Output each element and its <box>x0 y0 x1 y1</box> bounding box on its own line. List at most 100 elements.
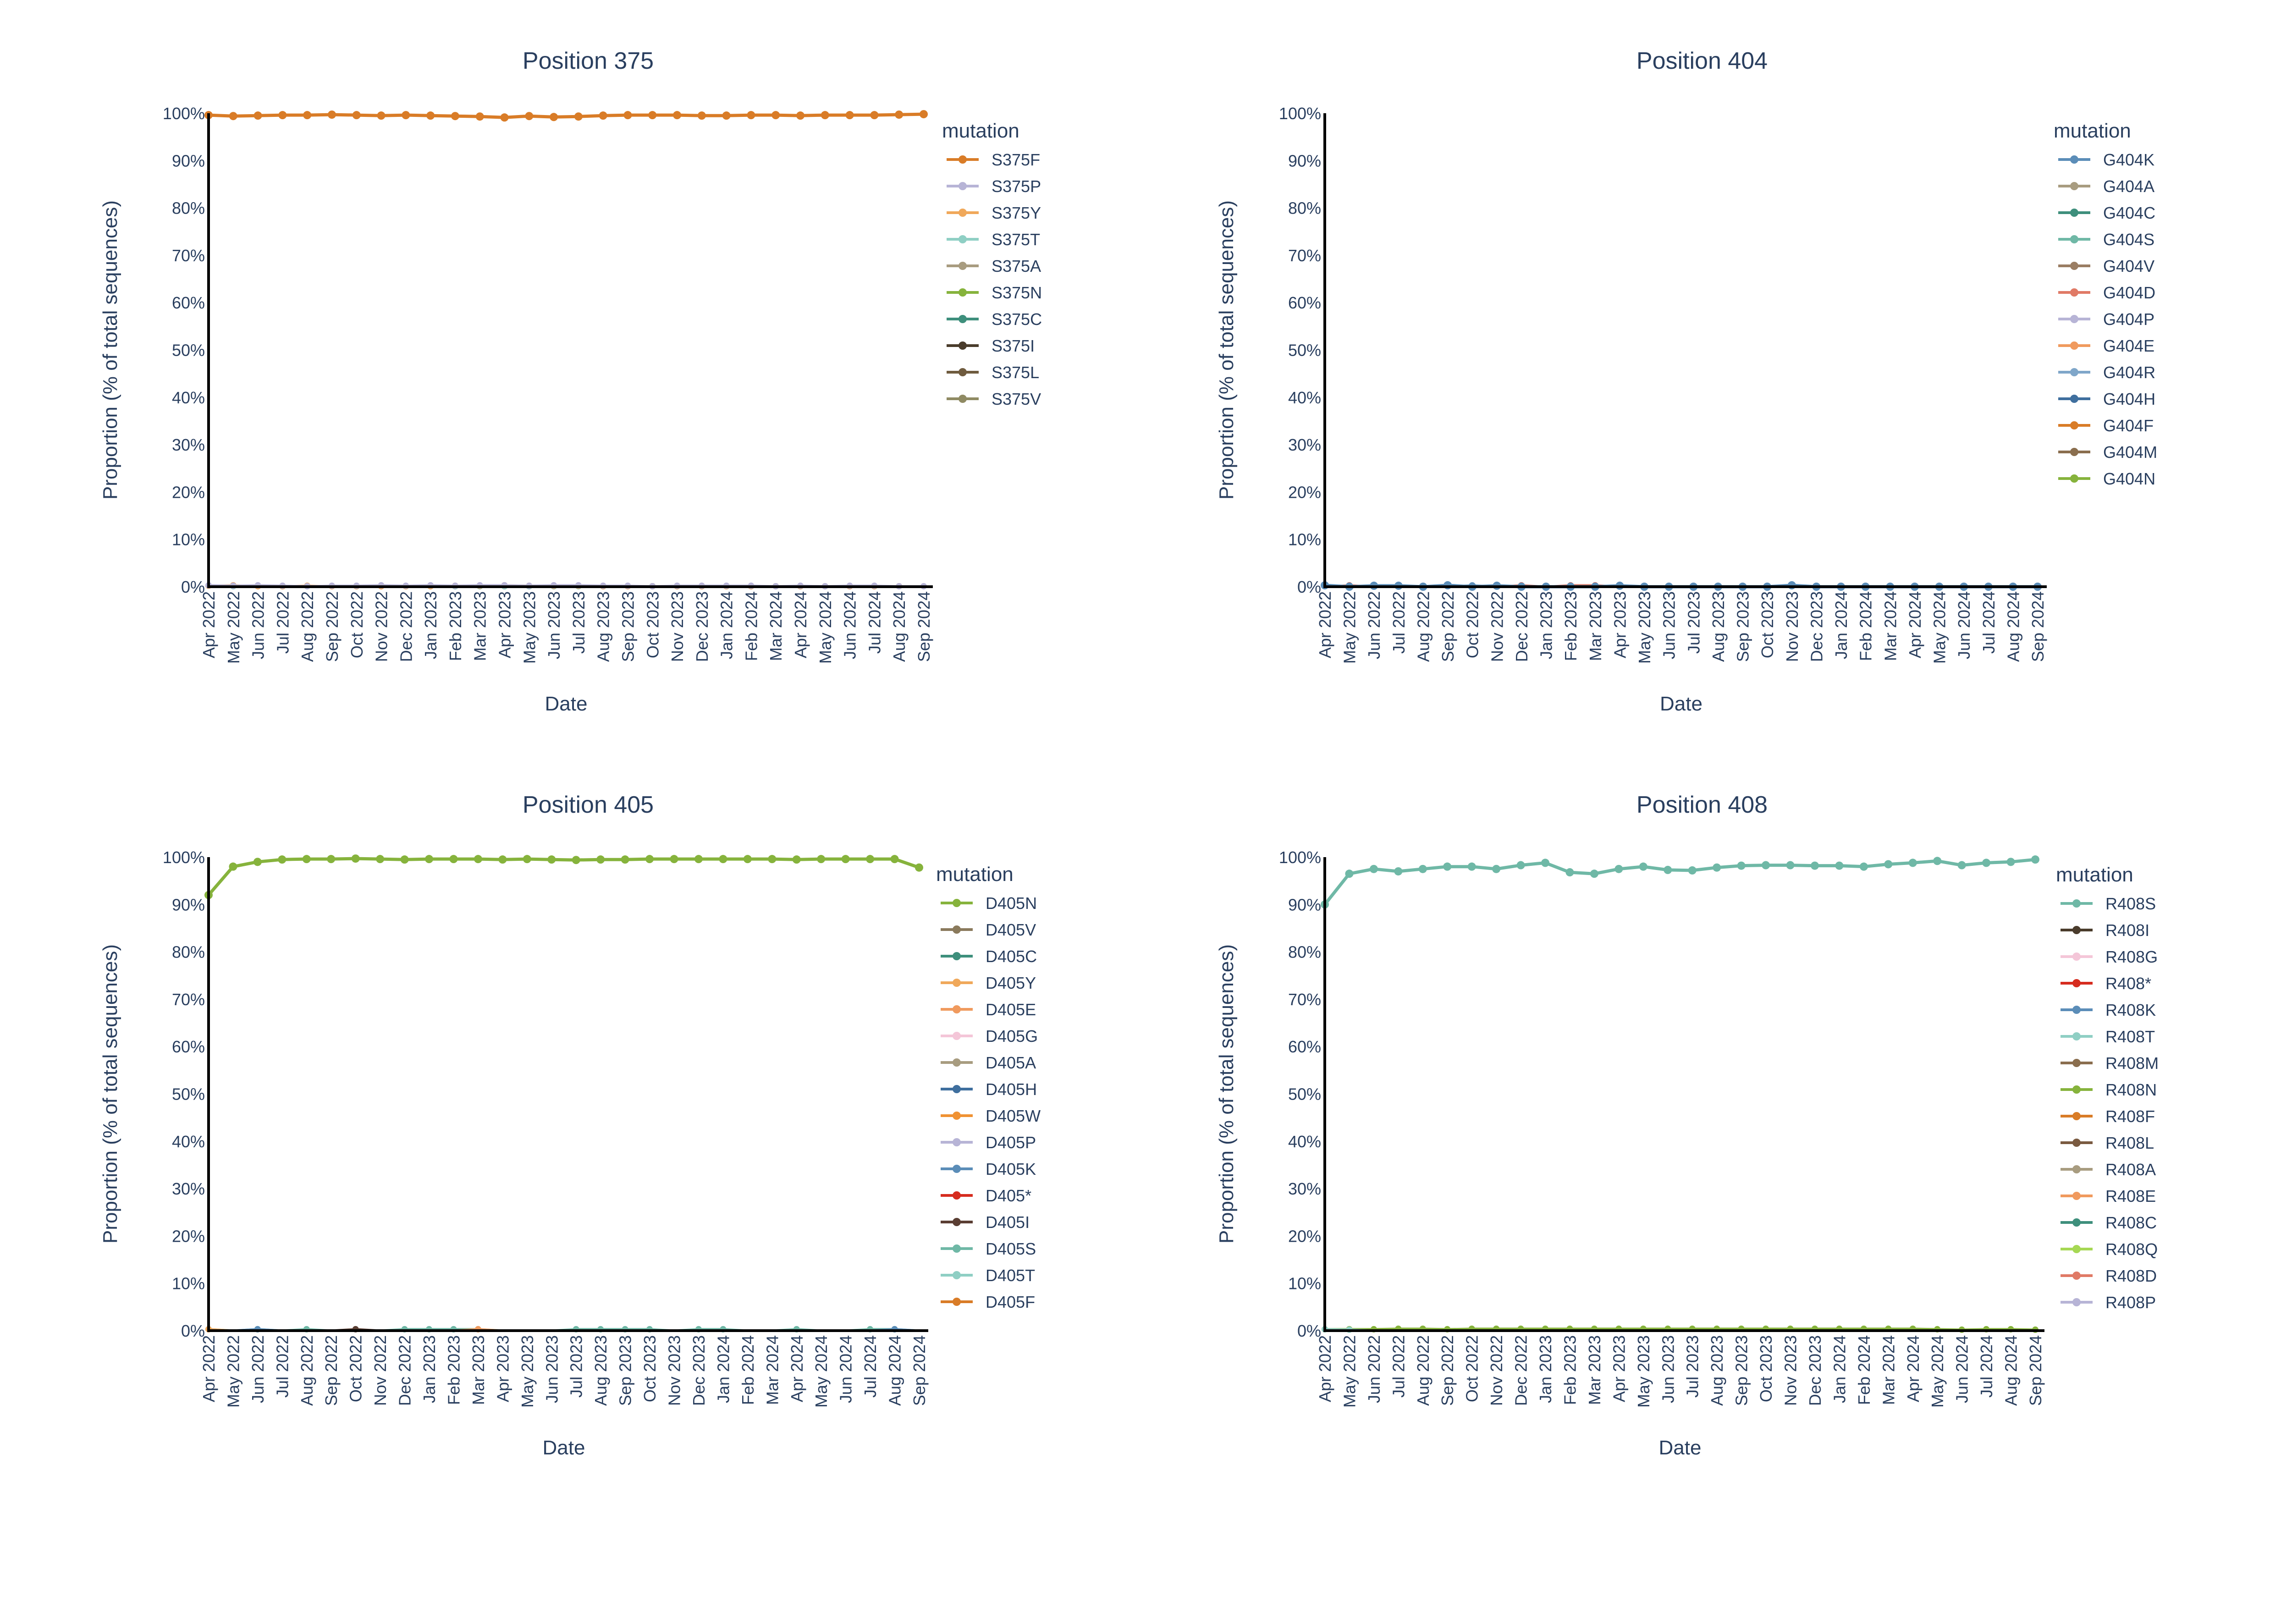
legend-item-R408D[interactable]: R408D <box>2061 1266 2157 1285</box>
legend-item-G404S[interactable]: G404S <box>2058 230 2154 249</box>
legend-item-G404P[interactable]: G404P <box>2058 310 2154 329</box>
legend-item-G404K[interactable]: G404K <box>2058 150 2154 169</box>
legend-item-D405W[interactable]: D405W <box>941 1107 1041 1125</box>
x-tick-label: Sep 2022 <box>1438 591 1457 662</box>
legend-item-R408C[interactable]: R408C <box>2061 1213 2157 1232</box>
legend-item-S375L[interactable]: S375L <box>947 363 1039 382</box>
legend-item-G404R[interactable]: G404R <box>2058 363 2155 382</box>
legend-swatch-marker <box>959 235 967 243</box>
series-line <box>208 112 924 119</box>
x-tick-label: Jul 2022 <box>1389 1335 1408 1398</box>
legend-item-D405C[interactable]: D405C <box>941 947 1037 966</box>
legend-item-G404M[interactable]: G404M <box>2058 443 2157 462</box>
data-point <box>253 111 262 120</box>
legend-item-S375T[interactable]: S375T <box>947 230 1040 249</box>
legend: mutation S375F S375P S375Y S375T S375A S375N S3… <box>942 120 1042 408</box>
data-point <box>449 855 458 864</box>
legend-item-R408N[interactable]: R408N <box>2061 1080 2157 1099</box>
y-tick-label: 100% <box>1279 848 1321 867</box>
x-tick-label: Apr 2024 <box>788 1335 806 1402</box>
legend-item-S375V[interactable]: S375V <box>947 390 1041 408</box>
x-tick-label: Jul 2024 <box>865 591 884 654</box>
legend-label: R408Q <box>2105 1240 2158 1259</box>
legend-label: D405Y <box>986 974 1036 992</box>
legend-item-D405H[interactable]: D405H <box>941 1080 1037 1099</box>
legend-item-S375A[interactable]: S375A <box>947 257 1041 275</box>
legend-label: D405W <box>986 1107 1041 1125</box>
legend-item-R408K[interactable]: R408K <box>2061 1001 2156 1019</box>
data-point <box>870 111 879 120</box>
legend-item-G404A[interactable]: G404A <box>2058 177 2154 196</box>
legend-swatch-marker <box>2072 1112 2081 1120</box>
data-point <box>1737 861 1746 870</box>
legend-item-D405*[interactable]: D405* <box>941 1186 1031 1205</box>
x-tick-label: Jul 2023 <box>1684 591 1703 654</box>
legend-item-S375Y[interactable]: S375Y <box>947 204 1041 222</box>
legend-item-S375C[interactable]: S375C <box>947 310 1042 329</box>
x-tick-label: Oct 2023 <box>1758 591 1777 658</box>
x-tick-label: Mar 2023 <box>1586 591 1605 661</box>
legend-item-R408E[interactable]: R408E <box>2061 1187 2156 1206</box>
x-tick-label: Aug 2024 <box>886 1335 904 1406</box>
x-tick-label: Jun 2023 <box>542 1335 561 1403</box>
legend-item-S375N[interactable]: S375N <box>947 283 1042 302</box>
data-point <box>400 855 409 864</box>
legend-label: G404A <box>2103 177 2154 196</box>
legend-item-G404H[interactable]: G404H <box>2058 390 2155 408</box>
legend-item-R408F[interactable]: R408F <box>2061 1107 2155 1126</box>
y-tick-label: 20% <box>1288 1227 1321 1245</box>
legend-item-S375P[interactable]: S375P <box>947 177 1041 196</box>
legend: mutation D405N D405V D405C D405Y D405E D405G D4… <box>936 863 1041 1311</box>
data-point <box>645 855 654 864</box>
legend-item-R408T[interactable]: R408T <box>2061 1027 2155 1046</box>
legend-swatch-marker <box>953 979 961 987</box>
legend-item-G404E[interactable]: G404E <box>2058 336 2154 355</box>
legend-item-D405I[interactable]: D405I <box>941 1213 1030 1232</box>
x-tick-label: Sep 2024 <box>915 591 933 662</box>
legend-item-R408S[interactable]: R408S <box>2061 894 2156 913</box>
legend-item-D405Y[interactable]: D405Y <box>941 974 1036 992</box>
legend-title: mutation <box>2054 120 2131 142</box>
legend-item-D405F[interactable]: D405F <box>941 1293 1035 1311</box>
legend-item-G404V[interactable]: G404V <box>2058 257 2154 275</box>
legend-swatch-marker <box>953 1058 961 1067</box>
data-point <box>1835 861 1844 870</box>
legend-item-S375F[interactable]: S375F <box>947 150 1040 169</box>
legend-item-D405A[interactable]: D405A <box>941 1053 1036 1072</box>
data-point <box>648 111 657 120</box>
legend-swatch-marker <box>2072 952 2081 961</box>
legend-item-R408I[interactable]: R408I <box>2061 921 2149 940</box>
legend-item-R408L[interactable]: R408L <box>2061 1134 2154 1152</box>
legend-item-G404N[interactable]: G404N <box>2058 469 2155 488</box>
y-tick-label: 40% <box>1288 1132 1321 1151</box>
legend-item-D405G[interactable]: D405G <box>941 1027 1038 1046</box>
legend-item-R408*[interactable]: R408* <box>2061 974 2151 993</box>
x-tick-label: Mar 2023 <box>471 591 490 661</box>
legend-label: D405C <box>986 947 1037 966</box>
legend-item-D405P[interactable]: D405P <box>941 1133 1036 1152</box>
legend-label: S375N <box>992 283 1042 302</box>
legend-swatch-marker <box>2072 899 2081 908</box>
legend-item-D405E[interactable]: D405E <box>941 1000 1036 1019</box>
legend-title: mutation <box>936 863 1014 886</box>
legend-item-D405N[interactable]: D405N <box>941 894 1037 913</box>
x-tick-label: Feb 2024 <box>1855 1335 1873 1405</box>
legend-item-G404F[interactable]: G404F <box>2058 416 2154 435</box>
legend-item-R408M[interactable]: R408M <box>2061 1054 2159 1073</box>
legend-item-G404C[interactable]: G404C <box>2058 204 2155 222</box>
y-tick-label: 10% <box>1288 530 1321 549</box>
x-tick-label: Jun 2023 <box>1658 1335 1677 1403</box>
legend-item-D405T[interactable]: D405T <box>941 1266 1035 1285</box>
data-point <box>1982 859 1991 867</box>
legend-item-R408Q[interactable]: R408Q <box>2061 1240 2158 1259</box>
legend-item-D405V[interactable]: D405V <box>941 920 1036 939</box>
legend-item-R408G[interactable]: R408G <box>2061 947 2158 966</box>
legend-item-R408A[interactable]: R408A <box>2061 1160 2156 1179</box>
legend-swatch-marker <box>2070 288 2078 297</box>
legend-item-D405S[interactable]: D405S <box>941 1239 1036 1258</box>
legend-item-G404D[interactable]: G404D <box>2058 283 2155 302</box>
legend-item-D405K[interactable]: D405K <box>941 1160 1036 1178</box>
legend-item-R408P[interactable]: R408P <box>2061 1293 2156 1312</box>
legend-item-S375I[interactable]: S375I <box>947 336 1035 355</box>
